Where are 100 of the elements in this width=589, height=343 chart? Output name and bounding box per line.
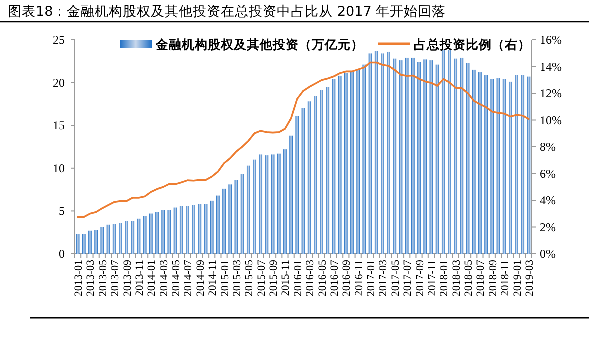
x-tick-label: 2016-09	[341, 260, 354, 297]
bar	[284, 150, 287, 254]
x-tick-label: 2015-07	[256, 260, 268, 297]
bar	[82, 234, 86, 254]
x-tick-label: 2014-11	[207, 260, 220, 296]
bar	[381, 54, 384, 254]
bar	[424, 60, 428, 254]
y-tick-label: 15	[53, 118, 65, 133]
bar	[119, 223, 122, 254]
x-tick-label: 2017-09	[414, 260, 426, 297]
x-tick-label: 2013-07	[110, 260, 122, 297]
bar	[320, 90, 324, 254]
x-tick-label: 2014-07	[182, 260, 195, 297]
bar	[88, 230, 92, 254]
x-tick-label: 2013-05	[97, 260, 110, 297]
x-tick-label: 2019-01	[512, 260, 524, 297]
y2-tick-label: 0%	[540, 247, 556, 261]
bar	[216, 196, 220, 254]
x-tick-label: 2015-11	[280, 260, 292, 296]
bar	[228, 184, 232, 254]
y2-tick-label: 8%	[540, 140, 556, 154]
x-tick-label: 2017-07	[402, 260, 414, 297]
y-tick-label: 20	[53, 76, 65, 90]
y-tick-label: 5	[59, 204, 65, 218]
bar	[290, 136, 293, 254]
x-tick-label: 2015-03	[231, 260, 244, 297]
bar	[521, 75, 525, 254]
x-tick-label: 2018-09	[487, 260, 500, 297]
bar	[246, 166, 250, 254]
x-tick-label: 2015-05	[244, 260, 256, 297]
y-tick-label: 10	[53, 161, 65, 176]
bar	[186, 206, 190, 254]
bar	[405, 58, 409, 254]
bar	[478, 72, 482, 254]
line-series	[77, 62, 530, 218]
y2-tick-label: 4%	[540, 194, 556, 208]
x-tick-label: 2013-09	[122, 260, 134, 297]
x-tick-label: 2016-07	[328, 260, 341, 297]
bar	[94, 230, 98, 254]
legend-label: 金融机构股权及其他投资（万亿元）	[155, 37, 364, 52]
bar	[308, 102, 312, 254]
y2-tick-label: 12%	[540, 86, 562, 100]
bar	[356, 70, 360, 254]
bar	[314, 96, 318, 254]
y2-tick-label: 16%	[540, 33, 562, 47]
bar	[100, 227, 104, 254]
x-tick-label: 2016-03	[304, 260, 317, 297]
bar	[162, 210, 166, 254]
x-tick-label: 2014-01	[146, 260, 158, 297]
x-tick-label: 2016-11	[353, 260, 366, 296]
bar	[387, 52, 390, 254]
bar	[210, 200, 214, 254]
bar	[271, 154, 275, 254]
y2-tick-label: 6%	[540, 166, 556, 181]
bar	[222, 188, 226, 254]
bar	[418, 62, 421, 254]
bar	[472, 70, 476, 254]
x-tick-label: 2013-11	[134, 260, 146, 296]
bar	[253, 160, 256, 254]
y-tick-label: 25	[53, 33, 65, 47]
x-tick-label: 2014-09	[194, 260, 207, 297]
bar	[326, 87, 330, 254]
bar	[448, 50, 452, 254]
x-tick-label: 2014-03	[158, 260, 170, 297]
bar	[502, 79, 506, 254]
bar	[484, 75, 488, 254]
bar	[442, 50, 446, 254]
chart-title: 图表18：金融机构股权及其他投资在总投资中占比从 2017 年开始回落	[8, 4, 446, 20]
x-tick-label: 2015-09	[268, 260, 280, 297]
x-tick-label: 2013-01	[73, 260, 86, 297]
bar	[198, 204, 202, 254]
y2-tick-label: 2%	[540, 220, 556, 234]
x-tick-label: 2019-03	[524, 260, 536, 297]
bar	[149, 214, 153, 254]
x-tick-label: 2015-01	[219, 260, 232, 297]
x-tick-label: 2016-01	[292, 260, 304, 297]
x-tick-label: 2017-05	[390, 260, 402, 297]
bar	[515, 75, 518, 254]
x-tick-label: 2018-05	[463, 260, 476, 297]
x-tick-label: 2013-03	[85, 260, 98, 297]
bar	[112, 224, 116, 254]
bar	[296, 116, 300, 254]
bar	[156, 212, 159, 254]
bar	[454, 58, 458, 254]
bar	[412, 58, 415, 254]
bar	[259, 154, 263, 254]
bar	[180, 206, 184, 254]
bar	[265, 156, 269, 254]
y2-tick-label: 14%	[540, 60, 562, 74]
y2-tick-label: 10%	[540, 113, 562, 128]
bar	[490, 79, 494, 254]
bar	[131, 221, 135, 254]
bar	[509, 82, 512, 254]
bar	[344, 73, 348, 254]
bar	[350, 72, 354, 254]
x-tick-label: 2014-05	[170, 260, 183, 297]
y-tick-label: 0	[59, 247, 65, 261]
x-tick-label: 2017-11	[426, 260, 438, 296]
x-tick-label: 2016-05	[316, 260, 329, 297]
bar	[277, 154, 281, 254]
